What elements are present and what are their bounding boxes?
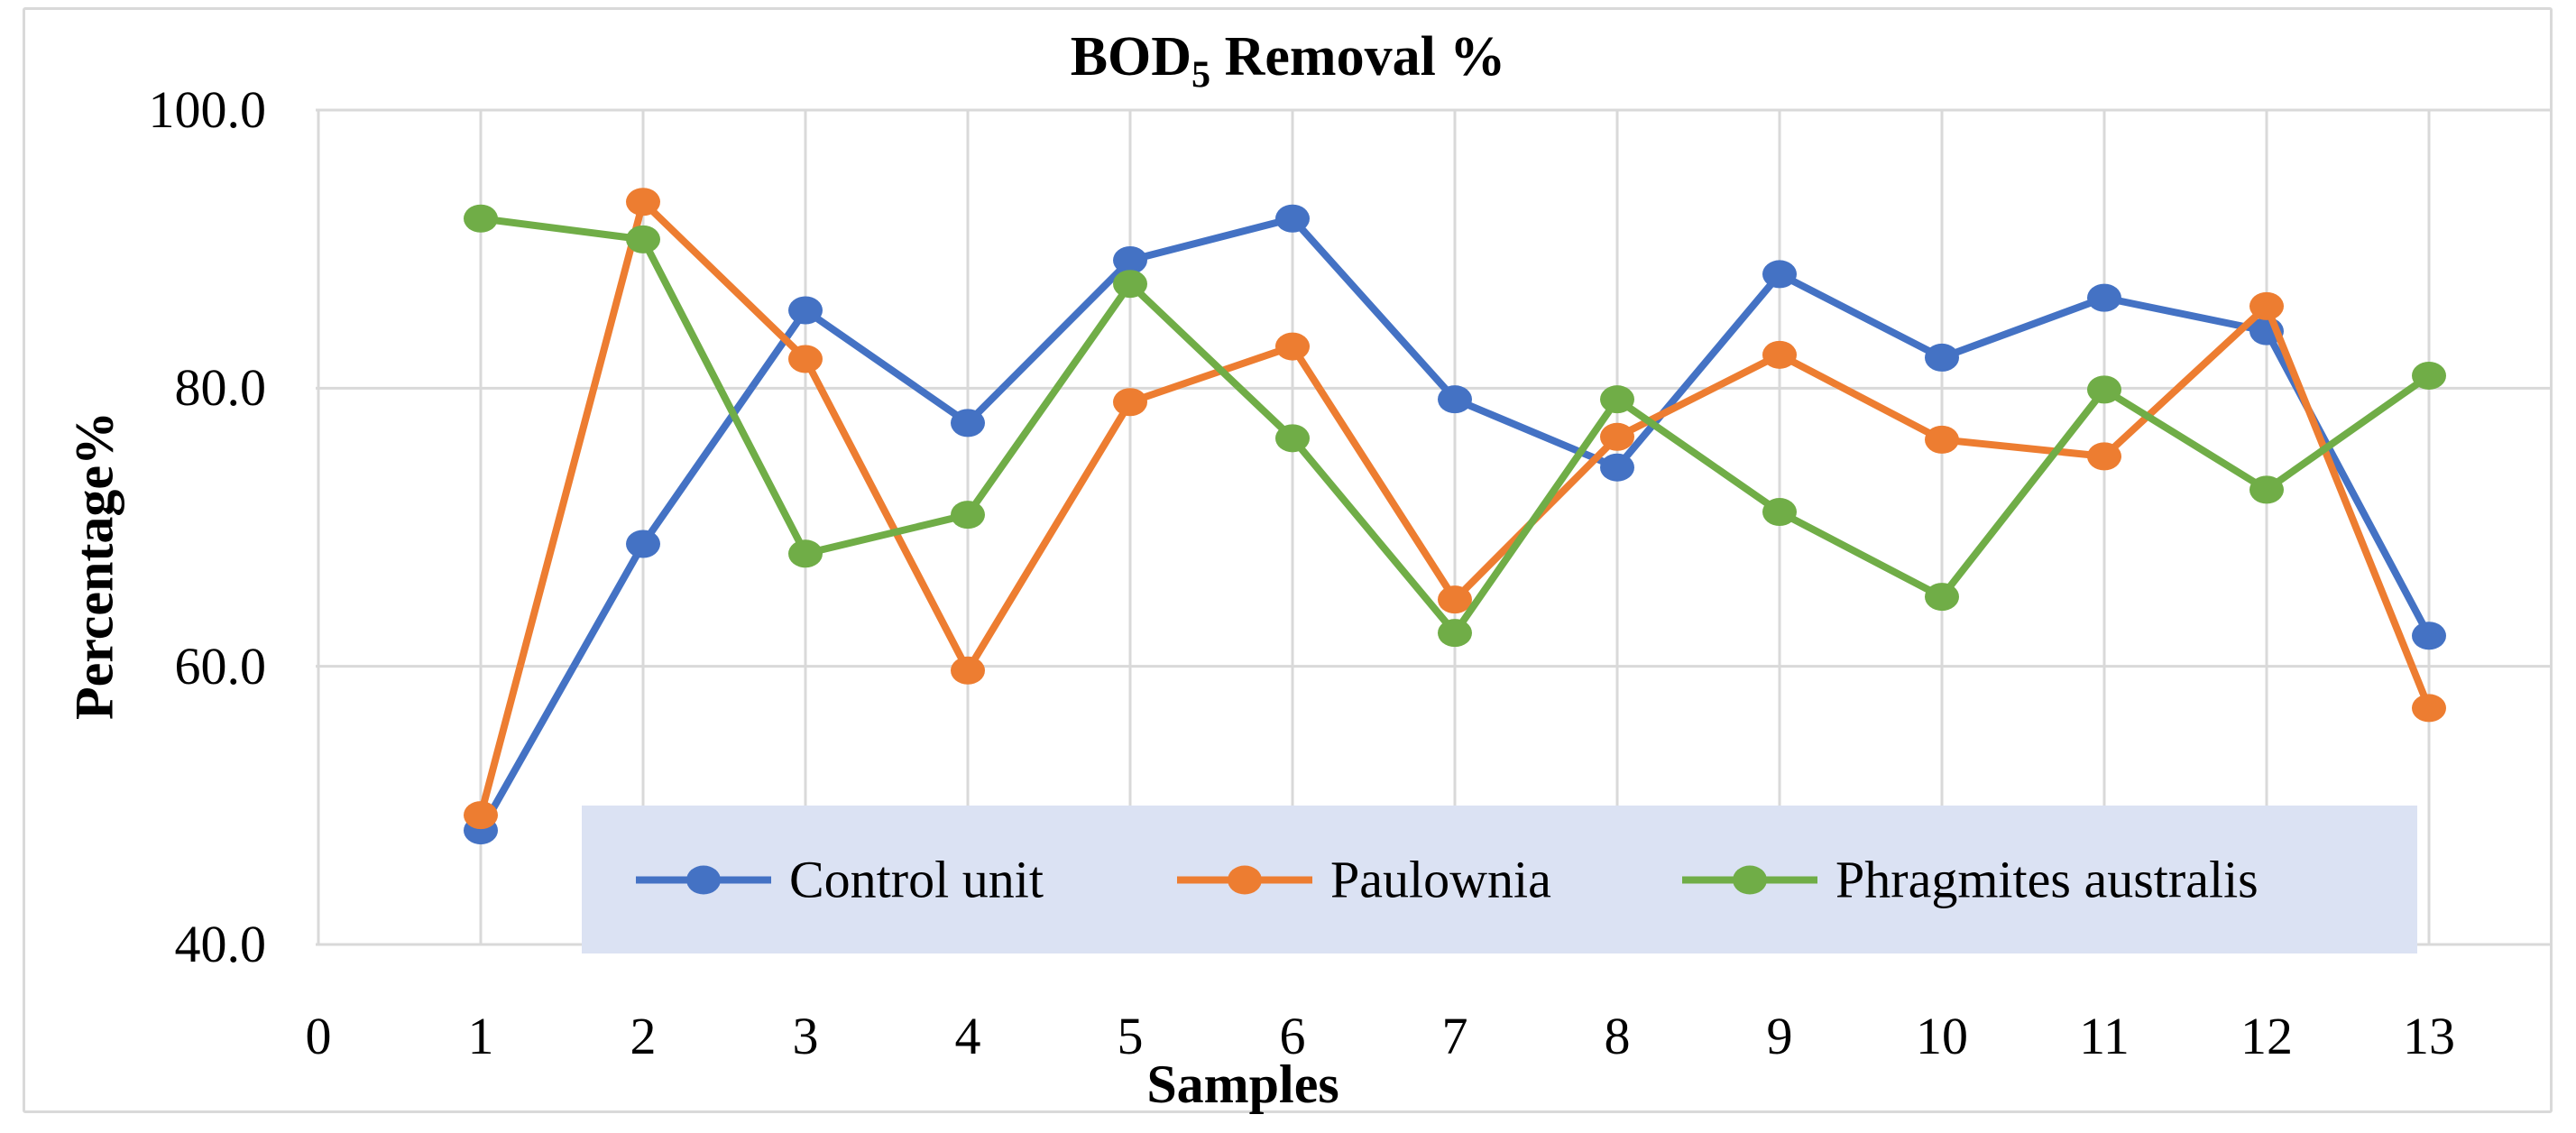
data-point-paulownia bbox=[464, 801, 498, 830]
x-tick-label: 7 bbox=[1441, 1007, 1468, 1065]
data-point-phragmites-australis bbox=[1600, 385, 1634, 414]
data-point-control-unit bbox=[1275, 204, 1310, 233]
x-tick-label: 2 bbox=[630, 1007, 657, 1065]
x-tick-label: 5 bbox=[1117, 1007, 1144, 1065]
chart-title-subscript: 5 bbox=[1191, 53, 1211, 97]
legend-marker-icon bbox=[1177, 865, 1312, 894]
legend-marker-icon bbox=[1682, 865, 1817, 894]
data-point-phragmites-australis bbox=[2412, 361, 2446, 390]
data-point-paulownia bbox=[2249, 291, 2284, 320]
data-point-paulownia bbox=[626, 188, 660, 216]
data-point-control-unit bbox=[2412, 622, 2446, 650]
data-point-paulownia bbox=[2087, 442, 2121, 471]
data-point-control-unit bbox=[951, 409, 985, 438]
x-tick-label: 13 bbox=[2403, 1007, 2455, 1065]
data-point-phragmites-australis bbox=[464, 204, 498, 233]
chart-legend: Control unit Paulownia Phragmites australi… bbox=[582, 806, 2417, 953]
chart-title-main: BOD bbox=[1070, 26, 1192, 88]
data-point-control-unit bbox=[1762, 260, 1797, 289]
data-point-paulownia bbox=[1113, 388, 1147, 417]
data-point-phragmites-australis bbox=[788, 539, 823, 568]
y-axis-title: Percentage% bbox=[64, 410, 124, 721]
y-tick-label: 40.0 bbox=[174, 915, 267, 973]
x-tick-label: 8 bbox=[1604, 1007, 1631, 1065]
x-tick-label: 4 bbox=[954, 1007, 981, 1065]
data-point-paulownia bbox=[788, 345, 823, 373]
data-point-control-unit bbox=[1925, 343, 1959, 372]
legend-item-paulownia: Paulownia bbox=[1177, 850, 1551, 910]
x-tick-label: 11 bbox=[2079, 1007, 2130, 1065]
data-point-paulownia bbox=[951, 656, 985, 685]
data-point-phragmites-australis bbox=[951, 501, 985, 530]
chart-frame bbox=[23, 7, 2553, 1113]
data-point-phragmites-australis bbox=[2087, 375, 2121, 404]
data-point-control-unit bbox=[1600, 453, 1634, 482]
y-tick-label: 100.0 bbox=[148, 80, 267, 139]
legend-item-control-unit: Control unit bbox=[636, 850, 1044, 910]
data-point-phragmites-australis bbox=[1762, 498, 1797, 527]
data-point-paulownia bbox=[2412, 694, 2446, 723]
data-point-phragmites-australis bbox=[1113, 270, 1147, 299]
chart-title-rest: Removal % bbox=[1210, 26, 1506, 88]
data-point-control-unit bbox=[626, 530, 660, 558]
legend-label: Phragmites australis bbox=[1835, 850, 2259, 909]
legend-item-phragmites-australis: Phragmites australis bbox=[1682, 850, 2259, 910]
data-point-phragmites-australis bbox=[1275, 424, 1310, 453]
legend-dot bbox=[686, 865, 721, 894]
data-point-control-unit bbox=[1113, 246, 1147, 275]
legend-label: Control unit bbox=[789, 850, 1044, 909]
data-point-paulownia bbox=[1438, 585, 1472, 614]
data-point-paulownia bbox=[1762, 340, 1797, 369]
data-point-phragmites-australis bbox=[1925, 583, 1959, 612]
y-tick-label: 80.0 bbox=[174, 358, 267, 418]
data-point-paulownia bbox=[1600, 422, 1634, 451]
legend-dot bbox=[1228, 865, 1262, 894]
x-axis-title: Samples bbox=[1146, 1055, 1339, 1114]
data-point-phragmites-australis bbox=[626, 225, 660, 253]
x-tick-label: 12 bbox=[2240, 1007, 2293, 1065]
data-point-control-unit bbox=[2087, 283, 2121, 312]
legend-marker-icon bbox=[636, 865, 771, 894]
x-tick-label: 10 bbox=[1916, 1007, 1968, 1065]
data-point-phragmites-australis bbox=[1438, 619, 1472, 648]
legend-label: Paulownia bbox=[1330, 850, 1551, 909]
x-tick-label: 9 bbox=[1766, 1007, 1793, 1065]
data-point-phragmites-australis bbox=[2249, 475, 2284, 504]
data-point-paulownia bbox=[1275, 332, 1310, 361]
y-tick-label: 60.0 bbox=[174, 636, 267, 695]
legend-dot bbox=[1733, 865, 1767, 894]
data-point-paulownia bbox=[1925, 425, 1959, 454]
data-point-control-unit bbox=[1438, 385, 1472, 414]
x-tick-label: 0 bbox=[305, 1007, 332, 1065]
data-point-control-unit bbox=[788, 296, 823, 325]
x-tick-label: 3 bbox=[792, 1007, 819, 1065]
x-tick-label: 6 bbox=[1279, 1007, 1306, 1065]
chart-title: BOD5 Removal % bbox=[0, 25, 2576, 106]
x-tick-label: 1 bbox=[467, 1007, 494, 1065]
